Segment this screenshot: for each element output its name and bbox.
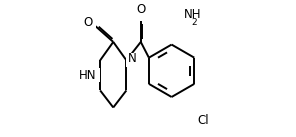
Text: HN: HN (82, 69, 99, 82)
Text: Cl: Cl (198, 114, 210, 127)
Text: 2: 2 (192, 18, 197, 27)
Text: O: O (136, 7, 145, 20)
Text: N: N (127, 53, 135, 66)
Text: NH: NH (184, 8, 202, 21)
Text: HN: HN (79, 69, 96, 82)
Text: O: O (86, 20, 96, 33)
Text: O: O (83, 16, 92, 29)
Text: O: O (136, 3, 145, 16)
Text: N: N (128, 52, 136, 65)
